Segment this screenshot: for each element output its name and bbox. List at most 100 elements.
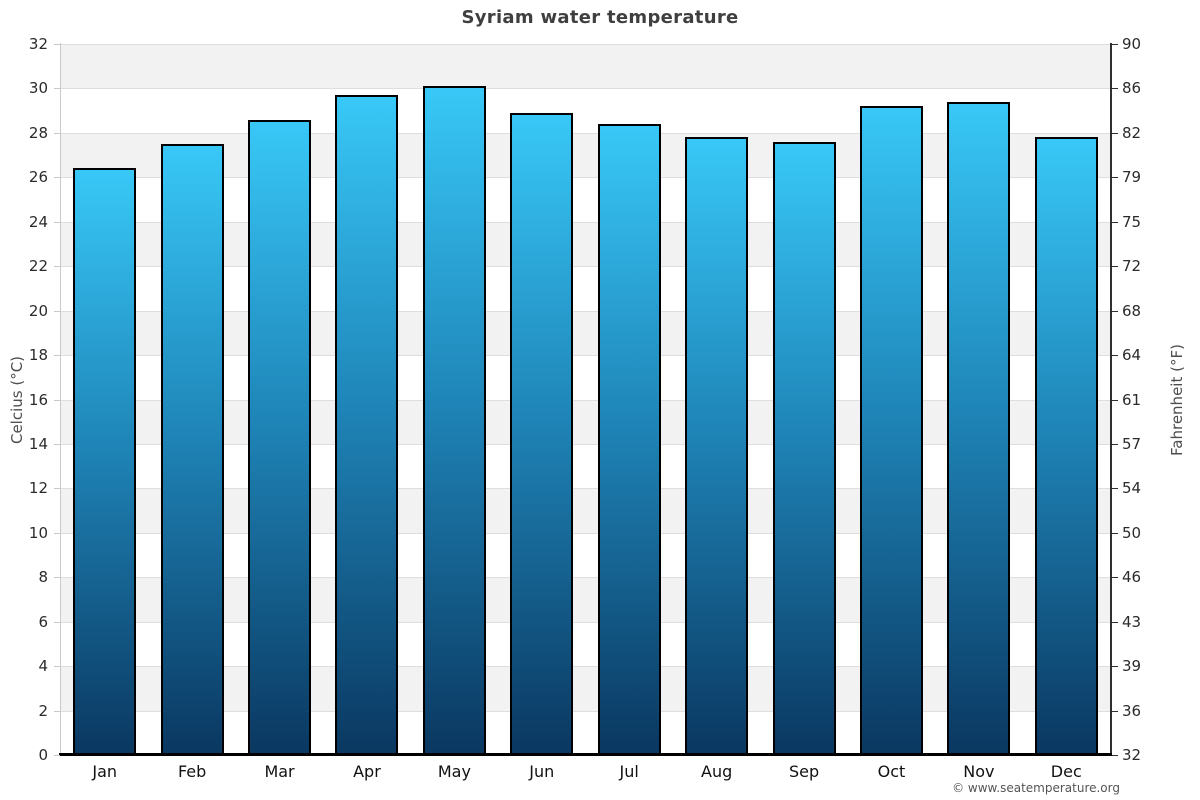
bar-apr[interactable] [335,95,399,755]
gridline [61,132,1110,134]
left-axis-tick [54,399,60,401]
left-axis-tick [54,488,60,490]
left-axis-tick [54,532,60,534]
right-axis-tick [1112,177,1118,179]
left-axis-tick [54,577,60,579]
y-axis-label-celsius: 10 [28,523,48,542]
left-y-axis-line [60,43,61,755]
y-axis-label-celsius: 24 [28,212,48,231]
y-axis-label-celsius: 0 [38,746,48,764]
right-axis-tick [1112,666,1118,668]
y-axis-label-fahrenheit: 61 [1122,390,1142,409]
gridline [61,221,1110,223]
y-axis-label-celsius: 32 [28,35,48,53]
copyright-text: © www.seatemperature.org [952,781,1120,795]
bar-jun[interactable] [510,112,574,755]
y-axis-label-fahrenheit: 50 [1122,523,1142,542]
gridline [61,355,1110,357]
y-axis-label-celsius: 26 [28,168,48,187]
grid-band [61,577,1110,622]
grid-band [61,310,1110,356]
bar-oct[interactable] [859,106,923,755]
gridline [61,44,1110,45]
grid-band [61,399,1110,444]
bar-mar[interactable] [248,119,312,755]
y-axis-label-celsius: 14 [28,434,48,453]
y-axis-label-fahrenheit: 86 [1122,79,1142,98]
x-axis-label-feb: Feb [177,762,207,781]
grid-band [61,666,1110,711]
y-axis-label-fahrenheit: 82 [1122,123,1142,142]
gridline [61,621,1110,623]
y-axis-label-fahrenheit: 39 [1122,657,1142,676]
x-axis-label-may: May [437,762,471,781]
y-axis-label-celsius: 4 [38,657,48,676]
y-axis-label-fahrenheit: 72 [1122,257,1142,276]
y-axis-label-fahrenheit: 54 [1122,479,1142,498]
grid-band [61,221,1110,267]
y-axis-label-celsius: 22 [28,257,48,276]
x-axis-label-jan: Jan [92,762,118,781]
right-axis-tick [1112,399,1118,401]
y-axis-label-fahrenheit: 64 [1122,346,1142,365]
x-axis-label-sep: Sep [788,762,820,781]
gridline [61,88,1110,90]
left-axis-tick [54,310,60,312]
right-axis-tick [1112,266,1118,268]
right-axis-tick [1112,132,1118,134]
left-axis-tick [54,355,60,357]
right-y-axis-line [1110,43,1112,755]
bar-jan[interactable] [73,168,137,755]
gridline [61,266,1110,268]
bar-may[interactable] [422,86,486,755]
y-axis-label-celsius: 18 [28,346,48,365]
bar-dec[interactable] [1034,137,1098,755]
left-axis-tick [54,755,60,756]
y-axis-label-fahrenheit: 36 [1122,701,1142,720]
y-axis-label-fahrenheit: 79 [1122,168,1142,187]
left-axis-tick [54,443,60,445]
gridline [61,177,1110,179]
left-axis-tick [54,221,60,223]
y-axis-label-fahrenheit: 68 [1122,301,1142,320]
right-axis-tick [1112,443,1118,445]
gridline [61,443,1110,445]
y-axis-label-celsius: 28 [28,123,48,142]
y-axis-label-celsius: 8 [38,568,48,587]
right-axis-tick [1112,577,1118,579]
right-axis-tick [1112,710,1118,712]
x-axis-label-oct: Oct [877,762,906,781]
right-axis-tick [1112,755,1118,756]
x-axis-line [59,753,1112,756]
bar-nov[interactable] [947,101,1011,755]
right-axis-tick [1112,44,1118,45]
y-axis-label-fahrenheit: 75 [1122,212,1142,231]
plot-area [61,44,1110,755]
bar-jul[interactable] [597,123,661,755]
left-axis-tick [54,132,60,134]
left-axis-tick [54,710,60,712]
gridline [61,399,1110,401]
y-axis-label-celsius: 12 [28,479,48,498]
x-axis-label-nov: Nov [963,762,995,781]
right-axis-tick [1112,310,1118,312]
right-axis-tick [1112,621,1118,623]
left-axis-tick [54,177,60,179]
grid-band [61,44,1110,89]
y-axis-label-fahrenheit: 57 [1122,434,1142,453]
x-axis-label-dec: Dec [1050,762,1082,781]
gridline [61,310,1110,312]
x-axis-label-jun: Jun [529,762,555,781]
bar-sep[interactable] [772,141,836,755]
right-axis-tick [1112,221,1118,223]
gridline [61,666,1110,668]
y-axis-label-celsius: 2 [38,701,48,720]
right-axis-tick [1112,532,1118,534]
y-axis-label-fahrenheit: 43 [1122,612,1142,631]
x-axis-label-aug: Aug [701,762,733,781]
grid-band [61,488,1110,533]
bar-feb[interactable] [160,143,224,755]
bar-aug[interactable] [685,137,749,755]
grid-band [61,132,1110,178]
gridline [61,488,1110,490]
